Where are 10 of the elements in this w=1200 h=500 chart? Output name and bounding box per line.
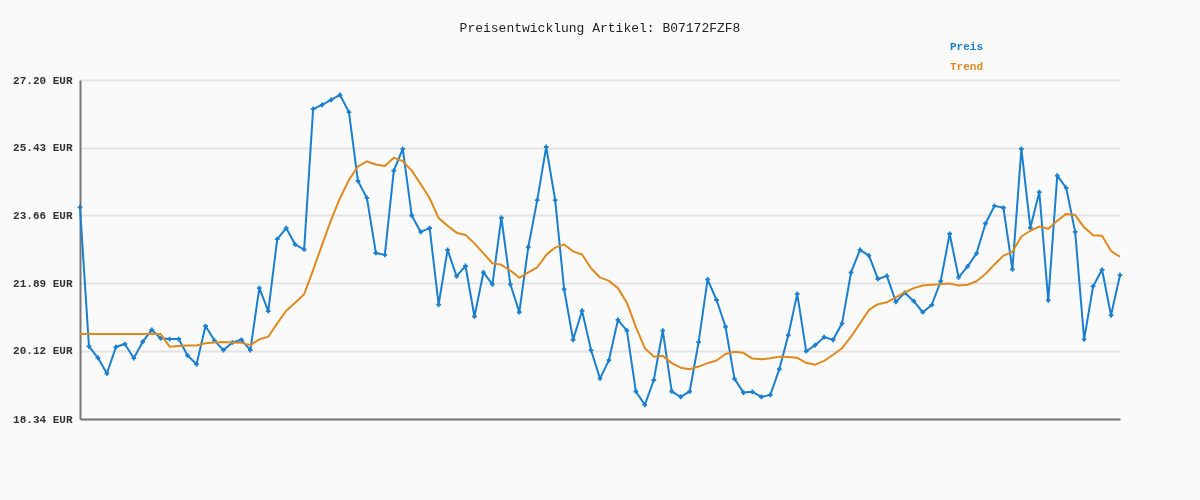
y-tick-label: 25.43 EUR <box>13 142 73 155</box>
y-tick-label: 23.66 EUR <box>13 209 73 222</box>
y-tick-label: 27.20 EUR <box>13 74 73 87</box>
text: Trend <box>950 61 984 73</box>
line-series <box>79 156 1121 371</box>
text: Preis <box>950 41 984 53</box>
y-tick-label: 20.12 EUR <box>13 345 73 358</box>
chart-title: Preisentwicklung Artikel: B07172FZF8 <box>459 21 741 36</box>
y-tick-label: 18.34 EUR <box>13 413 73 426</box>
y-tick-label: 21.89 EUR <box>13 277 73 290</box>
